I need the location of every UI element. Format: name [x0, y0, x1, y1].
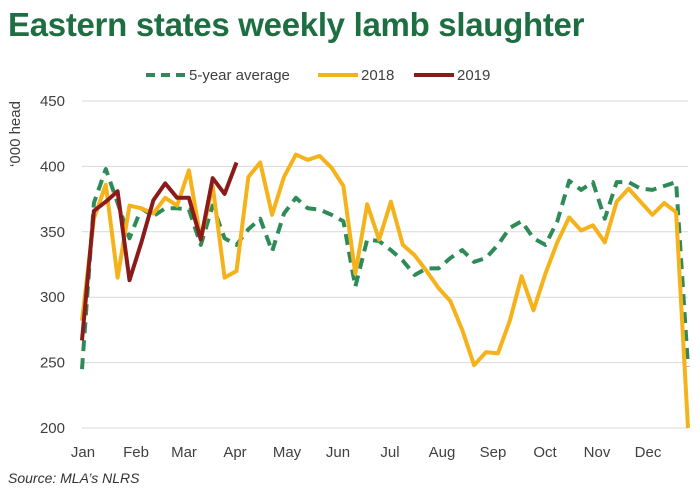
x-tick-label: Oct [533, 444, 557, 461]
series-line-3 [80, 161, 239, 341]
series-line-1 [80, 167, 690, 370]
x-tick-label: Jan [71, 444, 95, 461]
x-tick-label: Feb [123, 444, 149, 461]
y-axis-ticks: 200 250 300 350 400 450 [40, 93, 65, 437]
x-tick-label: Aug [429, 444, 456, 461]
y-axis-label: ‘000 head [7, 101, 24, 167]
x-tick-label: Jun [326, 444, 350, 461]
y-tick-label: 200 [40, 420, 65, 437]
y-tick-label: 400 [40, 158, 65, 175]
chart-title: Eastern states weekly lamb slaughter [8, 6, 585, 43]
x-tick-label: Apr [223, 444, 246, 461]
x-tick-label: May [273, 444, 302, 461]
legend: 5-year average 2018 2019 [146, 67, 490, 84]
x-tick-label: Nov [584, 444, 611, 461]
x-tick-label: Jul [380, 444, 399, 461]
x-tick-label: Sep [480, 444, 507, 461]
y-tick-label: 350 [40, 224, 65, 241]
gridlines [82, 100, 688, 429]
y-tick-label: 300 [40, 289, 65, 306]
x-tick-label: Mar [171, 444, 197, 461]
source-note: Source: MLA’s NLRS [8, 470, 140, 486]
x-tick-label: Dec [635, 444, 662, 461]
legend-label: 2019 [457, 67, 490, 84]
y-tick-label: 450 [40, 93, 65, 110]
x-axis-ticks: Jan Feb Mar Apr May Jun Jul Aug Sep Oct Nov Dec [71, 444, 662, 461]
series-line-2 [80, 152, 690, 429]
legend-label: 2018 [361, 67, 394, 84]
series-lines [80, 152, 690, 429]
y-tick-label: 250 [40, 355, 65, 372]
legend-label: 5-year average [189, 67, 290, 84]
